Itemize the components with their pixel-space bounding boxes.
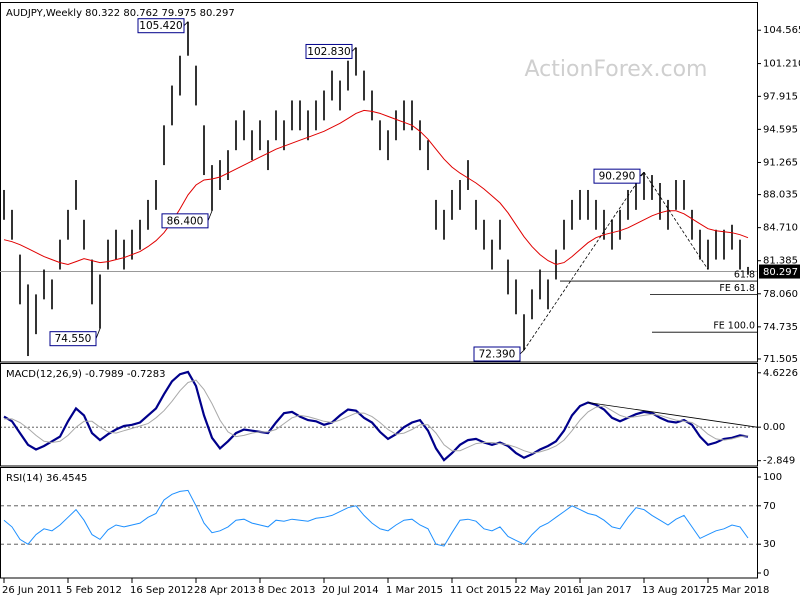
x-tick-label: 26 Jun 2011	[2, 585, 62, 596]
x-tick-label: 28 Apr 2013	[194, 585, 256, 596]
y-tick-label: 97.915	[763, 91, 798, 102]
trend-line	[587, 402, 758, 428]
last-price-label: 80.297	[763, 267, 798, 278]
y-tick-label: 91.265	[763, 157, 798, 168]
annotation-box	[137, 18, 185, 34]
annotation-leader	[183, 21, 189, 26]
annotation-leader	[207, 210, 213, 221]
y-tick-label: 30	[763, 539, 776, 550]
fib-level-label: FE 61.8	[719, 283, 755, 294]
moving-average	[3, 109, 749, 266]
trend-line	[643, 171, 709, 270]
x-tick-label: 22 May 2016	[514, 585, 579, 596]
x-tick-label: 5 Feb 2012	[66, 585, 122, 596]
y-tick-label: 71.505	[763, 354, 798, 365]
y-tick-label: 74.735	[763, 322, 798, 333]
y-tick-label: 70	[763, 501, 776, 512]
y-tick-label: -2.849	[763, 456, 795, 467]
x-tick-label: 8 Dec 2013	[258, 585, 316, 596]
fib-level-label: FE 100.0	[713, 321, 755, 332]
annotation-label: 74.550	[55, 333, 92, 345]
y-tick-label: 100	[763, 472, 782, 483]
panel-title: RSI(14) 36.4545	[6, 473, 87, 484]
annotation-label: 105.420	[139, 20, 182, 32]
annotation-box	[305, 43, 353, 59]
annotation-box	[593, 168, 641, 184]
y-tick-label: 0.00	[763, 422, 785, 433]
trend-line	[523, 171, 645, 351]
indicator-line	[3, 370, 749, 462]
indicator-line	[4, 379, 749, 454]
x-tick-label: 25 Mar 2018	[706, 585, 769, 596]
x-tick-label: 16 Sep 2012	[130, 585, 193, 596]
x-tick-label: 20 Jul 2014	[322, 585, 379, 596]
annotation-label: 86.400	[167, 215, 204, 227]
annotation-label: 102.830	[307, 46, 350, 58]
annotation-leader	[95, 328, 101, 339]
annotation-box	[473, 346, 521, 362]
y-tick-label: 0	[763, 568, 769, 579]
y-tick-label: 78.060	[763, 289, 798, 300]
watermark: ActionForex.com	[525, 57, 708, 82]
y-tick-label: 84.710	[763, 223, 798, 234]
annotation-leader	[519, 349, 525, 355]
annotation-leader	[639, 171, 645, 177]
indicator-line	[3, 489, 749, 547]
last-price-box	[759, 264, 800, 279]
y-tick-label: 81.385	[763, 256, 798, 267]
panel-frame	[0, 2, 758, 363]
fib-level-label: 61.8	[734, 270, 755, 281]
y-tick-label: 88.035	[763, 190, 798, 201]
x-tick-label: 1 Jan 2017	[578, 585, 632, 596]
panel-frame	[0, 363, 758, 467]
annotation-box	[49, 331, 97, 347]
y-tick-label: 104.565	[763, 25, 800, 36]
y-tick-label: 101.210	[763, 59, 800, 70]
annotation-label: 72.390	[479, 349, 516, 361]
annotation-label: 90.290	[599, 171, 636, 183]
annotation-box	[161, 213, 209, 229]
annotation-leader	[351, 47, 357, 52]
panel-frame	[0, 467, 758, 579]
x-tick-label: 13 Aug 2017	[642, 585, 706, 596]
x-tick-label: 11 Oct 2015	[450, 585, 512, 596]
x-tick-label: 1 Mar 2015	[386, 585, 443, 596]
panel-title: AUDJPY,Weekly 80.322 80.762 79.975 80.29…	[6, 8, 235, 19]
panel-title: MACD(12,26,9) -0.7989 -0.7283	[6, 369, 166, 380]
y-tick-label: 94.595	[763, 124, 798, 135]
y-tick-label: 4.6226	[763, 368, 798, 379]
